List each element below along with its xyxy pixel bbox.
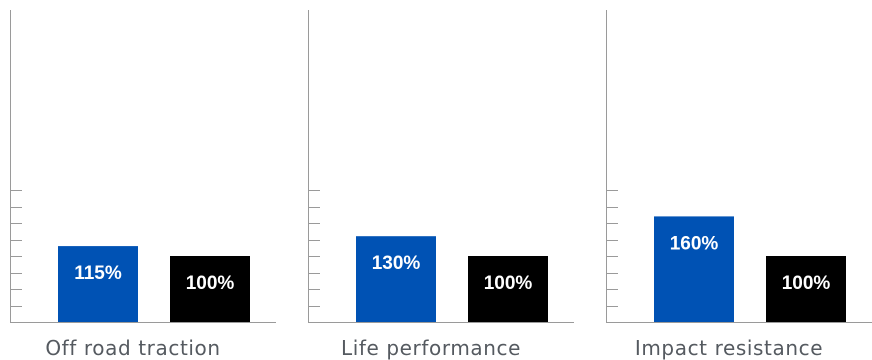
- bar-value-label: 100%: [186, 273, 235, 294]
- bar-primary: [58, 246, 138, 322]
- chart-panel-1: 115% 100% Off road traction: [10, 10, 276, 360]
- bar-primary: [356, 236, 436, 322]
- chart-panel-3: 160% 100% Impact resistance: [606, 10, 872, 360]
- bar-value-label: 130%: [372, 253, 421, 274]
- bar-comparison: [170, 256, 250, 322]
- bar-primary: [654, 216, 734, 322]
- x-axis-category-label: Life performance: [341, 336, 521, 360]
- bar-value-label: 115%: [74, 263, 122, 284]
- chart-panel-2: 130% 100% Life performance: [308, 10, 574, 360]
- bar-comparison: [766, 256, 846, 322]
- x-axis-category-label: Impact resistance: [635, 336, 823, 360]
- bar-value-label: 100%: [782, 273, 831, 294]
- x-axis-category-label: Off road traction: [45, 336, 220, 360]
- bar-comparison: [468, 256, 548, 322]
- bar-value-label: 100%: [484, 273, 533, 294]
- bar-value-label: 160%: [670, 233, 719, 254]
